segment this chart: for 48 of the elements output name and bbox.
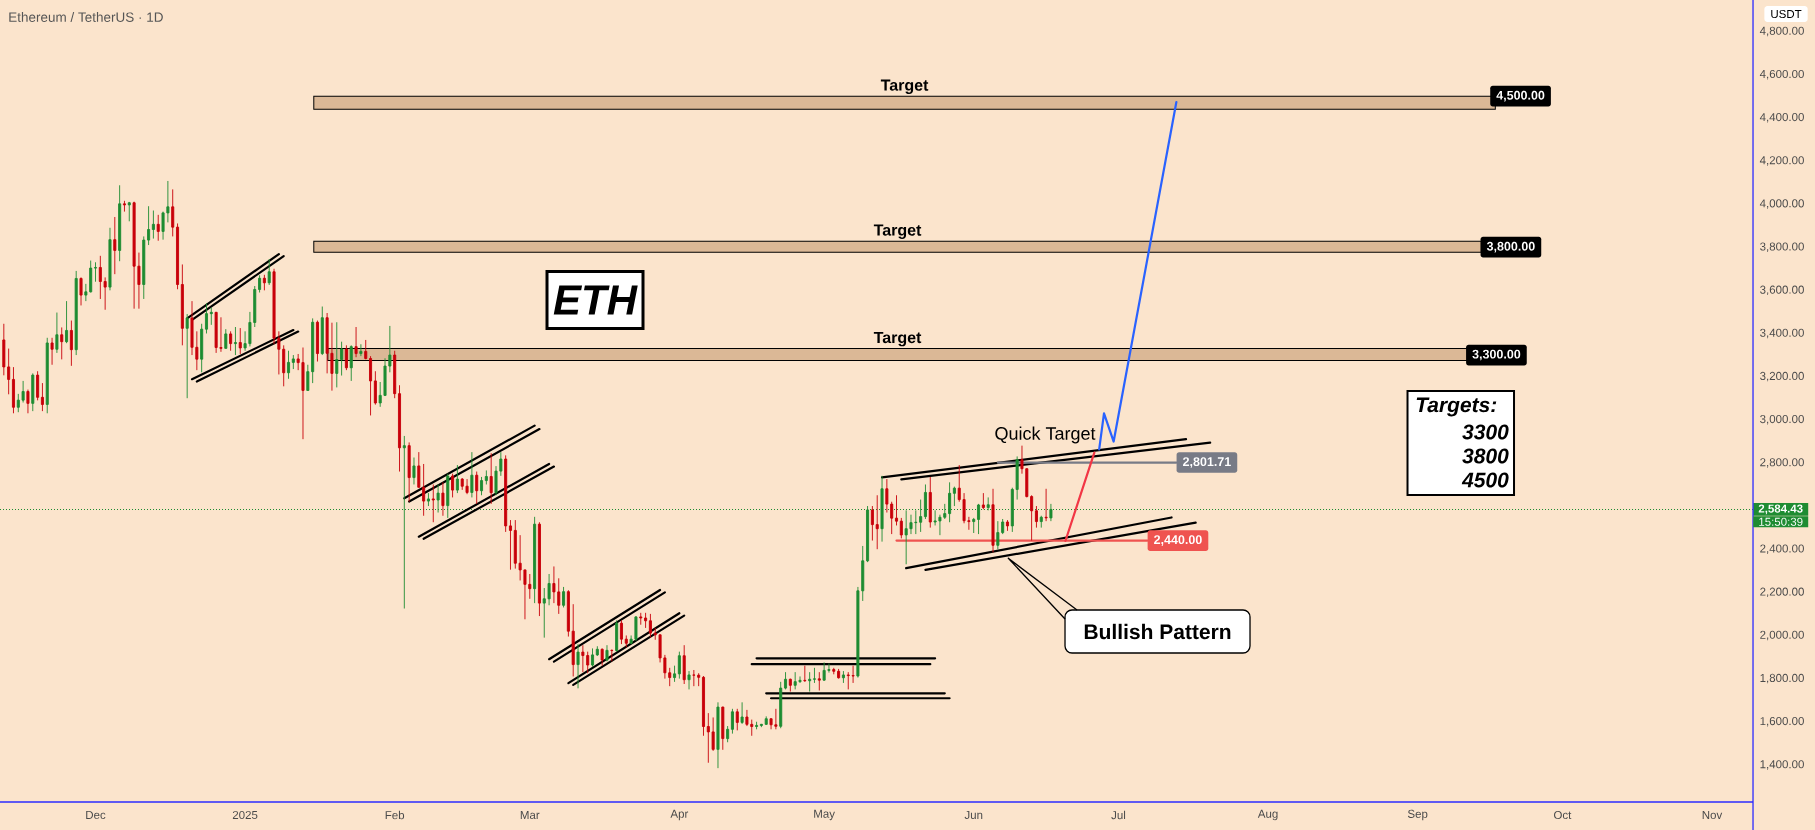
y-tick-label: 3,200.00: [1760, 371, 1804, 382]
data-label: 2,440.00: [1154, 535, 1202, 546]
y-tick-label: 2,400.00: [1760, 544, 1804, 554]
y-tick-label: 2,800.00: [1760, 458, 1804, 468]
x-tick-label: Dec: [86, 811, 106, 820]
y-tick-label: 3,600.00: [1760, 285, 1804, 296]
y-tick-label: 4,200.00: [1759, 156, 1804, 166]
y-tick-label: 2,200.00: [1760, 587, 1804, 598]
band-label: Target: [873, 224, 922, 239]
annotation: 4500: [1461, 472, 1509, 488]
x-tick-label: Aug: [1257, 809, 1278, 821]
x-tick-label: Jul: [1111, 810, 1126, 820]
annotation: Targets:: [1416, 397, 1497, 417]
band-label: Target: [873, 331, 922, 347]
y-tick-label: 3,000.00: [1760, 415, 1804, 425]
annotation: Bullish Pattern: [1084, 623, 1231, 640]
x-tick-label: Oct: [1554, 810, 1572, 820]
y-tick-label: 3,800.00: [1760, 242, 1804, 252]
ref-line-label: 2,584.43: [1758, 504, 1803, 515]
y-tick-label: 1,800.00: [1760, 673, 1804, 684]
y-tick-label: 1,600.00: [1760, 717, 1804, 727]
annotation: 3,800.00: [1486, 241, 1535, 253]
annotation: Quick Target: [995, 426, 1096, 444]
y-axis-title: USDT: [1771, 9, 1802, 19]
band-label: Target: [880, 79, 929, 94]
x-tick-label: Mar: [520, 811, 540, 820]
annotation: 4,500.00: [1496, 90, 1545, 102]
x-tick-label: Jun: [964, 811, 983, 820]
y-tick-label: 4,400.00: [1759, 113, 1804, 123]
x-tick-label: Feb: [385, 810, 405, 820]
x-tick-label: Sep: [1407, 809, 1428, 821]
text: 15:50:39: [1759, 517, 1803, 526]
x-tick-label: Nov: [1702, 811, 1723, 820]
annotation: 3800: [1462, 448, 1509, 464]
annotation: 3,300.00: [1472, 349, 1521, 361]
data-label: 2,801.71: [1183, 457, 1231, 468]
y-tick-label: 4,800.00: [1759, 26, 1804, 37]
y-tick-label: 3,400.00: [1760, 328, 1804, 339]
y-tick-label: 4,000.00: [1759, 199, 1804, 209]
annotation: 3300: [1462, 424, 1509, 440]
x-tick-label: 2025: [232, 810, 258, 820]
y-tick-label: 4,600.00: [1759, 69, 1804, 80]
x-tick-label: Apr: [670, 809, 689, 821]
y-tick-label: 1,400.00: [1760, 760, 1804, 770]
annotation: ETH: [553, 285, 638, 315]
y-tick-label: 2,000.00: [1760, 630, 1804, 641]
text: Ethereum / TetherUS · 1D: [9, 12, 163, 22]
x-tick-label: May: [814, 809, 835, 821]
